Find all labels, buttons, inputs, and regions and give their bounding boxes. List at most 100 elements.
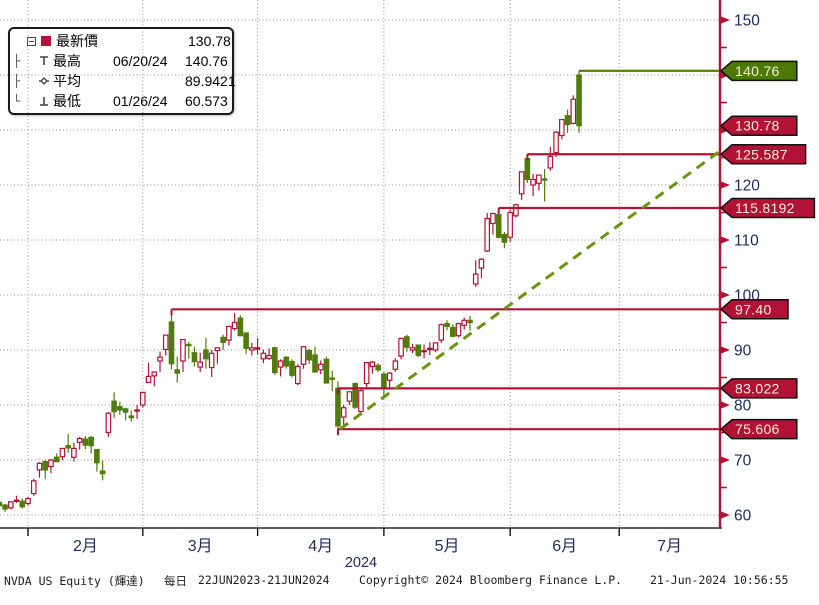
- candle: [151, 371, 158, 377]
- candle: [312, 354, 318, 373]
- candle: [76, 437, 83, 443]
- legend-value: 89.9421: [185, 73, 236, 89]
- candle: [289, 360, 295, 376]
- candle: [392, 360, 399, 370]
- candle: [375, 364, 381, 371]
- month-label: 2月: [73, 538, 98, 555]
- candle: [323, 358, 330, 384]
- legend-label: 最高: [53, 53, 81, 69]
- price-tag: [719, 378, 798, 399]
- candle: [82, 438, 89, 446]
- candle: [300, 346, 307, 365]
- candle: [547, 155, 554, 169]
- price-tag-label: 83.022: [735, 380, 780, 396]
- legend-row-last: 最新價 130.78: [13, 31, 231, 51]
- candle: [25, 497, 31, 505]
- price-tag-label: 140.76: [735, 63, 780, 79]
- candle: [277, 360, 284, 368]
- high-marker-icon: [38, 55, 53, 67]
- y-axis-major-tick: [720, 236, 730, 244]
- candle: [197, 361, 204, 368]
- candle: [438, 324, 445, 341]
- legend-date: 06/20/24: [113, 53, 168, 69]
- candle: [490, 213, 496, 225]
- candle: [260, 352, 267, 360]
- year-label: 2024: [345, 555, 377, 571]
- trendline: [339, 149, 722, 431]
- candle: [71, 447, 77, 458]
- candle: [564, 115, 571, 126]
- candle: [185, 343, 192, 347]
- candle: [30, 480, 37, 495]
- y-axis-major-tick: [720, 346, 730, 354]
- low-marker-icon: [38, 95, 53, 107]
- candle: [317, 363, 324, 371]
- y-axis-major-tick: [720, 511, 730, 519]
- candle: [48, 459, 54, 468]
- candle: [461, 319, 468, 326]
- y-tick-label: 120: [734, 178, 760, 195]
- candle: [553, 131, 559, 154]
- candle: [404, 336, 410, 348]
- legend-label: 最新價: [56, 33, 98, 49]
- candle: [369, 361, 376, 368]
- price-tag: [719, 197, 816, 219]
- candle: [105, 412, 112, 434]
- candle: [191, 352, 198, 363]
- candle: [88, 436, 94, 447]
- candle: [254, 347, 261, 350]
- candle: [340, 407, 347, 418]
- average-marker-icon: [38, 75, 53, 87]
- last-price-square-icon: [41, 36, 56, 46]
- candle: [444, 323, 450, 327]
- candle: [455, 323, 462, 337]
- y-tick-label: 60: [734, 508, 752, 525]
- candle: [381, 373, 387, 390]
- candle: [449, 326, 456, 337]
- legend-label: 最低: [53, 93, 81, 109]
- timestamp: 21-Jun-2024 10:56:55: [650, 573, 789, 587]
- y-axis-major-tick: [720, 16, 730, 24]
- candle: [272, 347, 278, 374]
- candle: [249, 347, 255, 351]
- legend-row-high: ├ 最高 06/20/24 140.76: [13, 53, 228, 69]
- candle: [134, 409, 140, 412]
- legend-expander-icon[interactable]: [27, 36, 36, 46]
- legend-row-average: ├ 平均 89.9421: [13, 73, 236, 89]
- candle: [59, 447, 66, 458]
- candle: [346, 391, 353, 402]
- candle: [386, 372, 393, 381]
- price-tag-label: 130.78: [735, 118, 780, 134]
- candle: [507, 211, 513, 238]
- price-tag-label: 75.606: [735, 421, 780, 437]
- y-tick-label: 80: [734, 398, 752, 415]
- y-tick-label: 110: [734, 233, 759, 250]
- month-label: 6月: [552, 538, 577, 555]
- y-axis-major-tick: [720, 401, 730, 409]
- candle: [306, 349, 313, 361]
- price-tag: [719, 115, 798, 136]
- legend-row-low: └ 最低 01/26/24 60.573: [13, 93, 228, 109]
- candle: [536, 174, 542, 184]
- candle: [559, 118, 565, 137]
- legend-value: 140.76: [185, 53, 228, 69]
- candle: [140, 391, 146, 406]
- month-label: 4月: [308, 538, 333, 555]
- candle: [576, 74, 582, 127]
- month-label: 7月: [657, 538, 682, 555]
- candle: [478, 258, 485, 269]
- price-tag: [719, 299, 789, 320]
- candle: [358, 390, 364, 413]
- candle: [501, 233, 508, 243]
- copyright-text: Copyright© 2024 Bloomberg Finance L.P.: [359, 573, 623, 587]
- candle: [231, 321, 238, 330]
- candle: [472, 273, 479, 285]
- candle: [162, 334, 169, 351]
- candle: [226, 325, 232, 341]
- candle: [427, 347, 433, 351]
- candle: [19, 500, 26, 508]
- candle: [99, 470, 106, 475]
- date-range: 22JUN2023-21JUN2024: [198, 573, 330, 587]
